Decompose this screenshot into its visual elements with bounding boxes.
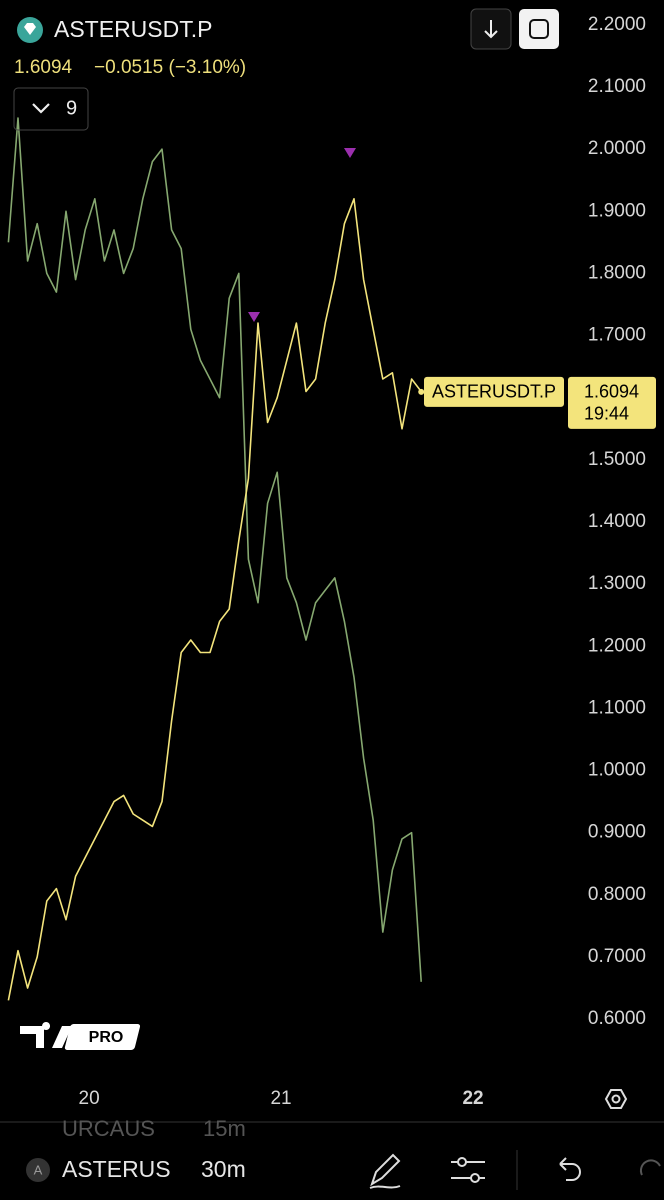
symbol-badge-bg	[26, 1158, 50, 1182]
settings-sliders[interactable]	[451, 1157, 485, 1183]
toolbar-bg	[0, 1141, 664, 1200]
coin-glyph	[24, 23, 36, 35]
price-tag-time: 19:44	[584, 404, 629, 424]
signal-marker	[248, 312, 260, 322]
x-tick-label: 21	[270, 1088, 291, 1109]
indicator-count: 9	[66, 97, 77, 119]
arrow-down	[484, 20, 498, 39]
redo-button[interactable]	[639, 1159, 661, 1176]
y-tick-label: 1.4000	[588, 511, 646, 532]
x-tick-label: 22	[462, 1088, 483, 1109]
symbol-title[interactable]: ASTERUSDT.P	[54, 16, 212, 42]
y-tick-label: 1.1000	[588, 697, 646, 718]
toolbar-symbol[interactable]: ASTERUS	[62, 1156, 171, 1182]
price-line	[7, 198, 422, 1001]
x-tick-label: 20	[79, 1088, 100, 1109]
price-tag-symbol-bg	[424, 376, 564, 407]
pro-badge: PRO	[89, 1029, 124, 1046]
draw-button[interactable]	[369, 1153, 401, 1189]
toolbar-interval[interactable]: 30m	[201, 1156, 246, 1182]
y-tick-label: 2.0000	[588, 138, 646, 159]
indicator-toggle[interactable]	[13, 87, 89, 131]
price-line	[7, 117, 422, 982]
chevron	[32, 103, 50, 114]
y-tick-label: 1.8000	[588, 262, 646, 283]
settings-dot	[611, 1094, 621, 1104]
y-tick-label: 1.9000	[588, 200, 646, 221]
ghost-symbol: URCAUS	[62, 1116, 155, 1141]
undo-button[interactable]	[559, 1157, 581, 1181]
y-tick-label: 1.7000	[588, 325, 646, 346]
signal-marker	[344, 148, 356, 158]
settings-button[interactable]	[604, 1089, 628, 1109]
y-tick-label: 2.2000	[588, 14, 646, 35]
y-tick-label: 1.5000	[588, 449, 646, 470]
y-tick-label: 0.8000	[588, 884, 646, 905]
price-tag-bg	[568, 376, 656, 429]
price-tag-symbol: ASTERUSDT.P	[432, 382, 556, 402]
ghost-interval: 15m	[203, 1116, 246, 1141]
tv-logo: PRO	[20, 1022, 141, 1050]
price-tag-price: 1.6094	[584, 382, 639, 402]
y-tick-label: 1.0000	[588, 760, 646, 781]
symbol-badge: A	[34, 1162, 43, 1177]
fullscreen-button[interactable]	[519, 9, 559, 49]
y-tick-label: 1.3000	[588, 573, 646, 594]
y-tick-label: 0.7000	[588, 946, 646, 967]
fullscreen-icon	[529, 19, 549, 39]
header-change: −0.0515 (−3.10%)	[94, 57, 246, 78]
y-tick-label: 1.2000	[588, 635, 646, 656]
y-tick-label: 0.9000	[588, 822, 646, 843]
y-tick-label: 0.6000	[588, 1008, 646, 1029]
last-point	[418, 388, 425, 395]
y-tick-label: 2.1000	[588, 76, 646, 97]
header-price: 1.6094	[14, 57, 73, 78]
